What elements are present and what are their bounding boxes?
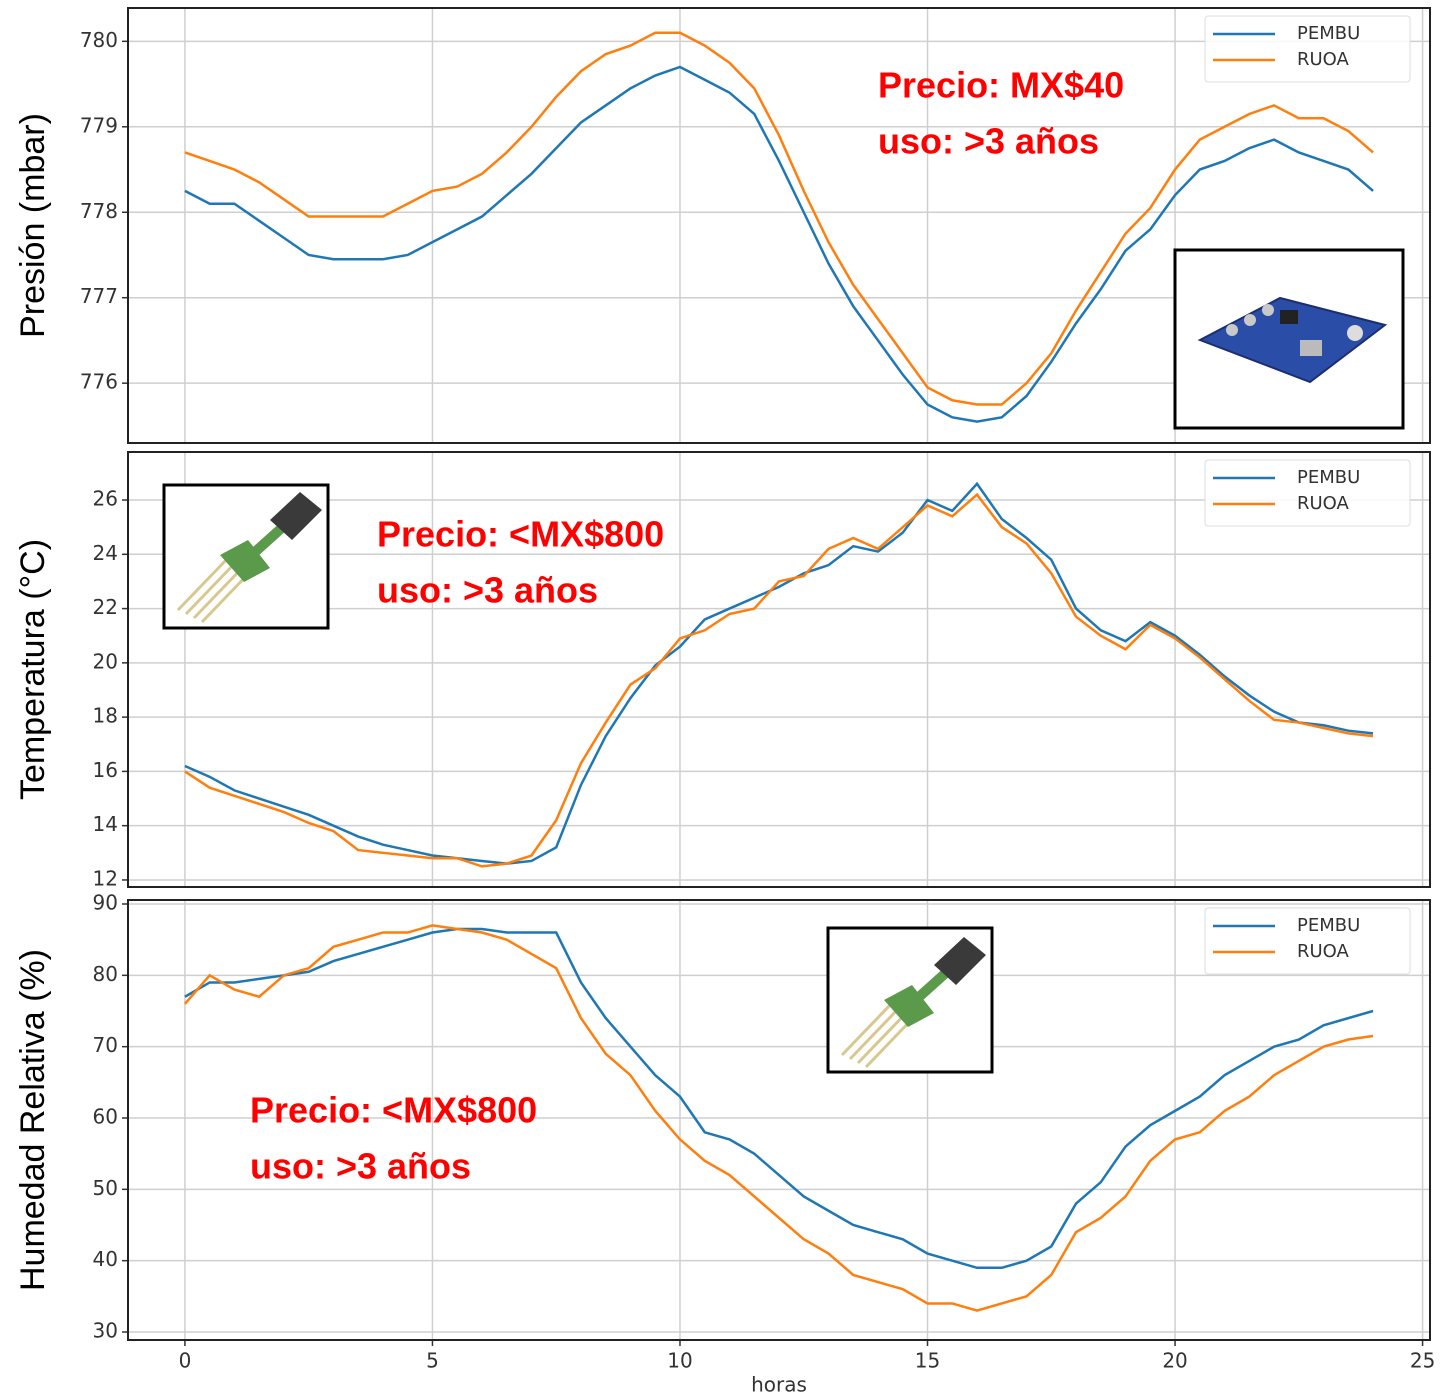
y-tick-label: 50: [93, 1176, 118, 1200]
y-tick-label: 16: [93, 758, 118, 782]
y-tick-label: 777: [80, 284, 118, 308]
y-tick-label: 30: [93, 1319, 118, 1343]
legend-label: PEMBU: [1297, 23, 1360, 44]
y-tick-label: 24: [93, 541, 118, 565]
legend-label: PEMBU: [1297, 467, 1360, 488]
x-tick-label: 15: [915, 1349, 940, 1373]
y-tick-label: 80: [93, 962, 118, 986]
annotation: Precio: <MX$800: [377, 514, 664, 555]
y-tick-label: 12: [93, 866, 118, 890]
x-tick-label: 5: [426, 1349, 439, 1373]
background: [0, 0, 1441, 1396]
annotation: Precio: <MX$800: [250, 1090, 537, 1131]
legend-label: RUOA: [1297, 493, 1350, 514]
legend-label: PEMBU: [1297, 915, 1360, 936]
x-tick-label: 10: [667, 1349, 692, 1373]
y-tick-label: 60: [93, 1105, 118, 1129]
annotation: uso: >3 años: [250, 1146, 471, 1187]
chart: 776 777 778 779 780 Presión (mbar) Precio: MX$…: [0, 0, 1441, 1396]
y-tick-label: 778: [80, 199, 118, 223]
x-tick-label: 0: [179, 1349, 192, 1373]
annotation: Precio: MX$40: [878, 65, 1124, 106]
legend-label: RUOA: [1297, 49, 1350, 70]
y-tick-label: 22: [93, 595, 118, 619]
annotation: uso: >3 años: [377, 570, 598, 611]
y-axis-label: Temperatura (°C): [14, 539, 52, 800]
x-tick-label: 20: [1162, 1349, 1187, 1373]
y-tick-label: 14: [93, 812, 118, 836]
y-axis-label: Humedad Relativa (%): [14, 949, 52, 1291]
y-tick-label: 18: [93, 704, 118, 728]
legend-label: RUOA: [1297, 941, 1350, 962]
x-axis-label: horas: [751, 1373, 807, 1396]
sensor-photo: [164, 485, 328, 628]
y-tick-label: 40: [93, 1247, 118, 1271]
annotation: uso: >3 años: [878, 121, 1099, 162]
y-tick-label: 780: [80, 28, 118, 52]
y-tick-label: 70: [93, 1033, 118, 1057]
y-axis-label: Presión (mbar): [14, 113, 52, 338]
y-tick-label: 776: [80, 370, 118, 394]
y-tick-label: 779: [80, 113, 118, 137]
y-tick-label: 26: [93, 487, 118, 511]
sensor-photo: [1175, 250, 1403, 428]
y-tick-label: 20: [93, 649, 118, 673]
y-tick-label: 90: [93, 890, 118, 914]
x-tick-label: 25: [1410, 1349, 1435, 1373]
sensor-photo: [828, 928, 992, 1072]
